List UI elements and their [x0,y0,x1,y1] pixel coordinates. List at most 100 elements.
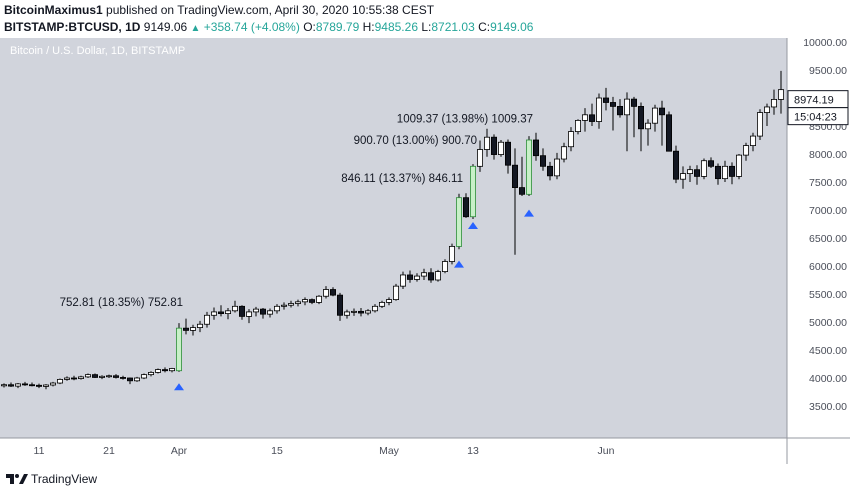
candle-body [92,374,99,378]
candle-body [78,376,85,379]
y-tick-label: 5500.00 [809,289,847,301]
signal-arrow-icon [468,222,478,229]
candle-body [175,327,182,372]
candle-body [280,304,287,307]
y-tick-label: 5000.00 [809,317,847,329]
low-label: L: [421,20,432,34]
candle-body [575,120,582,133]
candle-body [561,146,568,160]
candle-body [666,114,673,152]
candle-body [350,310,357,313]
candle-body [771,99,778,108]
candle-body [476,149,483,167]
candle-body [659,107,666,116]
price-chart[interactable]: Bitcoin / U.S. Dollar, 1D, BITSTAMP 3500… [0,37,850,464]
candle-body [610,102,617,107]
candle-body [224,310,231,314]
candle-body [540,155,547,167]
y-tick-label: 4000.00 [809,373,847,385]
x-tick-label: 21 [103,445,115,457]
y-tick-label: 10000.00 [803,38,847,49]
candle-body [154,369,161,373]
candle-body [245,311,252,317]
last-price-text: 8974.19 [794,95,834,107]
candle-body [455,197,462,247]
y-tick-label: 6000.00 [809,261,847,273]
candles-layer [0,70,785,390]
candle-body [343,311,350,316]
candle-body [687,169,694,174]
candle-body [168,368,175,372]
high-value: 9485.26 [374,20,418,34]
candle-body [645,122,652,130]
plot-background[interactable] [0,38,787,438]
y-tick-label: 6500.00 [809,233,847,245]
symbol-label: BITSTAMP:BTCUSD, 1D [4,20,141,34]
candle-body [336,294,343,316]
candle-body [329,289,336,296]
candle-body [652,107,659,124]
chart-header: BitcoinMaximus1 published on TradingView… [4,2,533,36]
candle-body [252,308,259,313]
candle-body [638,106,645,130]
candle-body [385,299,392,303]
candle-body [57,378,64,384]
time-axis-background[interactable] [0,438,850,464]
chart-area[interactable]: Bitcoin / U.S. Dollar, 1D, BITSTAMP 3500… [0,37,850,464]
annotation-layer: 752.81 (18.35%) 752.81 846.11 (13.37%) 84… [60,114,534,391]
candle-body [259,308,266,315]
candle-body [582,114,589,121]
quote-line: BITSTAMP:BTCUSD, 1D 9149.06 ▲ +358.74 (+… [4,19,533,36]
signal-arrow-icon [524,209,534,217]
chart-title: Bitcoin / U.S. Dollar, 1D, BITSTAMP [10,45,185,57]
candle-body [294,301,301,304]
open-label: O: [303,20,316,34]
candle-body [189,327,196,331]
x-tick-label: 13 [467,445,479,457]
countdown-text: 15:04:23 [794,112,837,124]
candle-body [196,323,203,328]
candle-body [147,371,154,376]
candle-body [750,135,757,147]
candle-body [140,374,147,379]
y-tick-label: 7500.00 [809,177,847,189]
time-axis[interactable]: 11 21 Apr 15 May 13 Jun [34,445,615,457]
candle-body [568,131,575,148]
annotation-label: 846.11 (13.37%) 846.11 [341,173,463,185]
x-tick-label: 11 [34,445,45,457]
candle-body [21,383,28,386]
candle-body [441,261,448,273]
candle-body [497,141,504,155]
candle-body [701,160,708,177]
y-tick-label: 7000.00 [809,205,847,217]
candle-body [71,377,78,380]
x-tick-label: Jun [598,445,615,457]
candle-body [7,384,14,387]
candle-body [50,382,57,386]
candle-body [392,285,399,301]
candle-body [490,136,497,155]
candle-body [722,165,729,180]
candle-body [624,98,631,116]
close-value: 9149.06 [490,20,534,34]
candle-body [315,295,322,303]
candle-body [504,141,511,166]
candle-body [364,310,371,314]
candle-body [36,384,43,387]
tradingview-brand[interactable]: TradingView [31,472,98,486]
candle-body [680,173,687,180]
candle-body [526,139,533,195]
tradingview-logo-icon[interactable] [6,472,28,486]
candle-body [399,274,406,287]
candle-body [631,98,638,107]
candle-body [161,369,168,372]
y-tick-label: 4500.00 [809,345,847,357]
close-label: C: [478,20,491,34]
publish-line: BitcoinMaximus1 published on TradingView… [4,2,533,19]
low-value: 8721.03 [431,20,475,34]
candle-body [778,89,785,100]
author-name[interactable]: BitcoinMaximus1 [4,3,103,17]
annotation-label: 752.81 (18.35%) 752.81 [60,297,183,309]
candle-body [217,311,224,315]
candle-body [729,165,736,177]
